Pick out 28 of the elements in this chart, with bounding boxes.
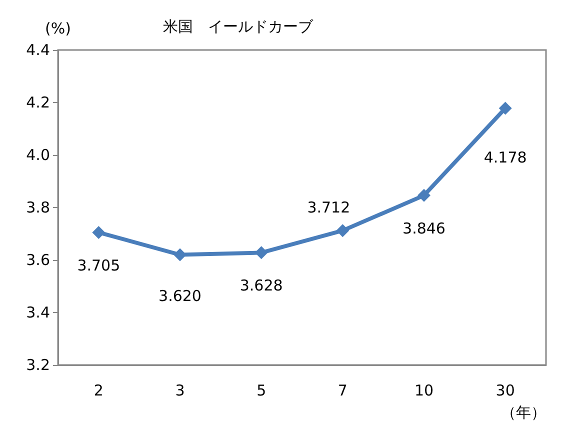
- y-tick-label: 4.0: [26, 146, 50, 164]
- x-tick-label: 5: [256, 382, 266, 400]
- data-label: 3.846: [402, 219, 446, 238]
- point: [336, 224, 350, 238]
- point: [92, 226, 106, 239]
- x-tick-label: 2: [94, 382, 104, 400]
- y-tick-label: 3.2: [26, 356, 50, 374]
- x-tick-label: 3: [175, 382, 185, 400]
- y-axis-title: (%): [45, 20, 71, 38]
- x-tick-label: 30: [496, 382, 515, 400]
- y-tick-label: 3.8: [26, 198, 50, 216]
- point: [174, 248, 186, 262]
- data-label: 4.178: [484, 148, 527, 166]
- data-label: 3.620: [158, 286, 202, 305]
- point: [498, 102, 512, 115]
- y-tick-label: 4.2: [26, 94, 50, 112]
- y-tick-label: 4.4: [26, 41, 50, 59]
- x-tick-label: 10: [414, 382, 434, 400]
- data-label: 3.705: [77, 256, 120, 274]
- data-label: 3.712: [307, 198, 350, 217]
- x-tick-label: 7: [338, 382, 348, 400]
- y-tick-label: 3.4: [26, 304, 50, 322]
- y-tick-label: 3.6: [26, 251, 50, 269]
- point: [418, 188, 430, 202]
- point: [254, 246, 268, 260]
- chart-title: 米国 イールドカーブ: [163, 18, 314, 36]
- data-label: 3.628: [240, 276, 283, 295]
- x-axis-title: （年）: [501, 404, 546, 422]
